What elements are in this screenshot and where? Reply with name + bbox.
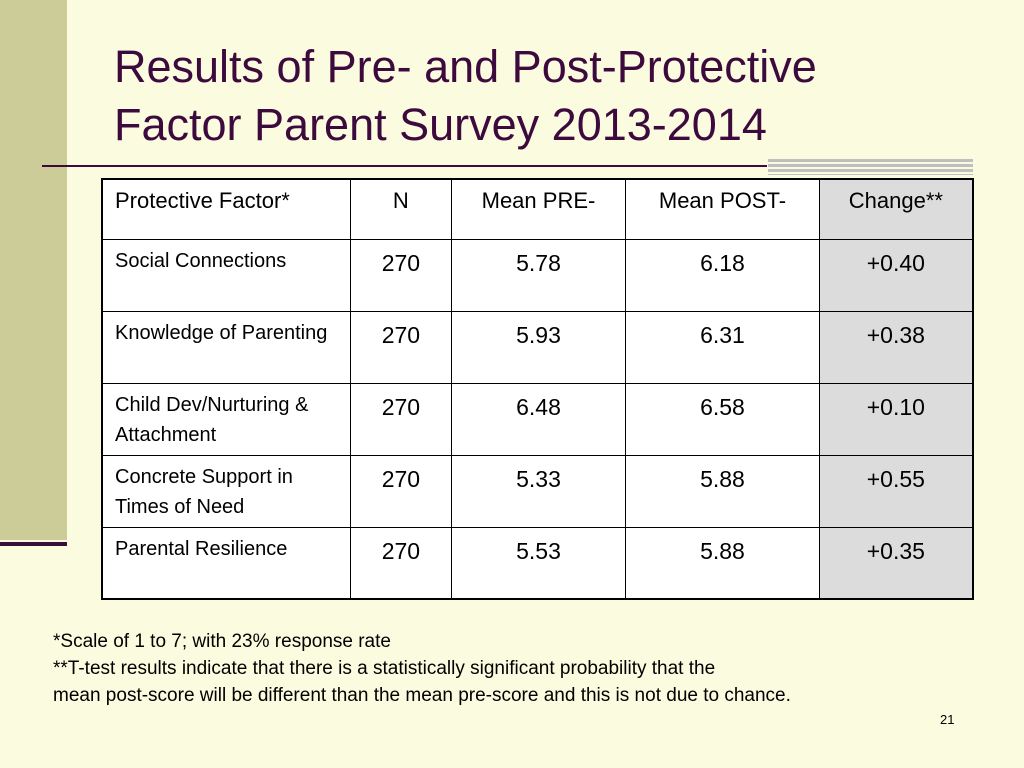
title-line-2: Factor Parent Survey 2013-2014 [114, 99, 767, 150]
mean-post-cell: 6.18 [625, 238, 820, 312]
header-n: N [350, 178, 452, 240]
change-cell: +0.38 [818, 310, 974, 384]
table-row: Knowledge of Parenting 270 5.93 6.31 +0.… [101, 310, 974, 384]
change-cell: +0.10 [818, 382, 974, 456]
change-cell: +0.55 [818, 454, 974, 528]
mean-pre-cell: 5.33 [450, 454, 627, 528]
change-cell: +0.40 [818, 238, 974, 312]
slide-title: Results of Pre- and Post-Protective Fact… [114, 38, 994, 154]
footnote-ttest-line-2: mean post-score will be different than t… [53, 685, 791, 706]
mean-post-cell: 5.88 [625, 454, 820, 528]
mean-post-cell: 5.88 [625, 526, 820, 600]
header-mean-post: Mean POST- [625, 178, 820, 240]
factor-cell: Child Dev/Nurturing & Attachment [101, 382, 351, 456]
factor-cell: Knowledge of Parenting [101, 310, 351, 384]
page-number: 21 [940, 712, 955, 727]
factor-cell: Parental Resilience [101, 526, 351, 600]
left-accent-bar [0, 0, 67, 540]
n-cell: 270 [350, 382, 452, 456]
n-cell: 270 [350, 526, 452, 600]
mean-pre-cell: 5.53 [450, 526, 627, 600]
change-cell: +0.35 [818, 526, 974, 600]
header-change: Change** [818, 178, 974, 240]
mean-pre-cell: 6.48 [450, 382, 627, 456]
decorative-striped-block [768, 159, 973, 175]
title-line-1: Results of Pre- and Post-Protective [114, 41, 817, 92]
left-accent-underline [0, 542, 67, 546]
footnote-scale: *Scale of 1 to 7; with 23% response rate [53, 631, 391, 652]
mean-pre-cell: 5.78 [450, 238, 627, 312]
results-table: Protective Factor* N Mean PRE- Mean POST… [101, 178, 974, 600]
n-cell: 270 [350, 238, 452, 312]
mean-pre-cell: 5.93 [450, 310, 627, 384]
table-row: Child Dev/Nurturing & Attachment 270 6.4… [101, 382, 974, 456]
title-divider [42, 165, 767, 167]
table-row: Parental Resilience 270 5.53 5.88 +0.35 [101, 526, 974, 600]
table-row: Social Connections 270 5.78 6.18 +0.40 [101, 238, 974, 312]
mean-post-cell: 6.31 [625, 310, 820, 384]
table-row: Concrete Support in Times of Need 270 5.… [101, 454, 974, 528]
table-header-row: Protective Factor* N Mean PRE- Mean POST… [101, 178, 974, 240]
n-cell: 270 [350, 310, 452, 384]
mean-post-cell: 6.58 [625, 382, 820, 456]
n-cell: 270 [350, 454, 452, 528]
factor-cell: Social Connections [101, 238, 351, 312]
footnote-ttest-line-1: **T-test results indicate that there is … [53, 658, 716, 679]
header-mean-pre: Mean PRE- [450, 178, 627, 240]
footnotes: *Scale of 1 to 7; with 23% response rate… [53, 628, 1003, 709]
header-protective-factor: Protective Factor* [101, 178, 351, 240]
factor-cell: Concrete Support in Times of Need [101, 454, 351, 528]
